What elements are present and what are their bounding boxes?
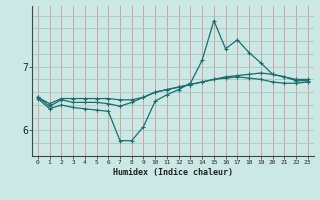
- X-axis label: Humidex (Indice chaleur): Humidex (Indice chaleur): [113, 168, 233, 177]
